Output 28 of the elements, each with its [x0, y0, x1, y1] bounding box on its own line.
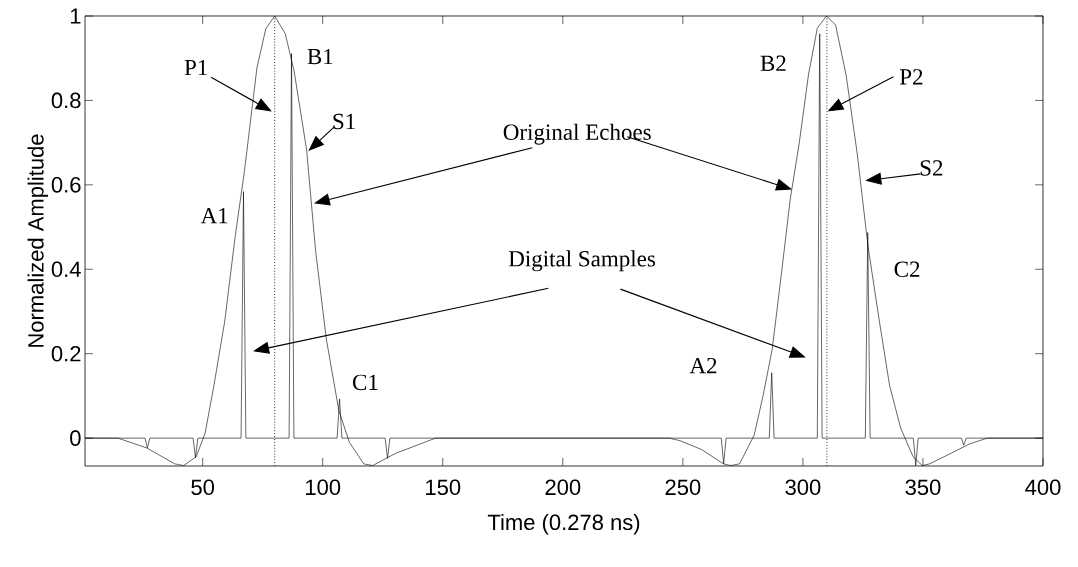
y-tick-label: 0.4 — [51, 261, 81, 278]
y-tick-label: 1 — [70, 8, 81, 24]
x-tick-label: 100 — [306, 479, 341, 496]
y-tick-label: 0 — [70, 430, 81, 446]
x-tick-label: 200 — [545, 479, 581, 496]
x-tick-label: 250 — [665, 479, 701, 496]
x-tick-label: 400 — [1025, 479, 1061, 496]
annotation: A1 — [200, 208, 228, 224]
annotation: A2 — [689, 357, 717, 374]
x-axis-title: Time (0.278 ns) — [487, 513, 640, 535]
annotation: S2 — [920, 160, 943, 176]
annotation: C2 — [894, 261, 920, 277]
x-tick-label: 50 — [191, 479, 215, 496]
annotation: P1 — [184, 59, 207, 76]
x-tick-label: 350 — [905, 479, 941, 496]
annotation: P2 — [899, 69, 923, 85]
y-tick-label: 0.6 — [51, 177, 81, 193]
annotation: B2 — [760, 55, 786, 71]
x-tick-label: 150 — [426, 479, 461, 496]
y-tick-label: 0.8 — [51, 92, 81, 109]
annotation: Original Echoes — [503, 123, 651, 145]
y-tick-label: 0.2 — [51, 345, 81, 362]
y-axis-title: Normalized Amplitude — [27, 134, 49, 347]
annotation: Digital Samples — [508, 250, 655, 272]
annotation: B1 — [307, 48, 333, 65]
x-tick-label: 300 — [785, 479, 821, 496]
annotation: C1 — [352, 374, 378, 391]
annotation: S1 — [333, 113, 355, 130]
